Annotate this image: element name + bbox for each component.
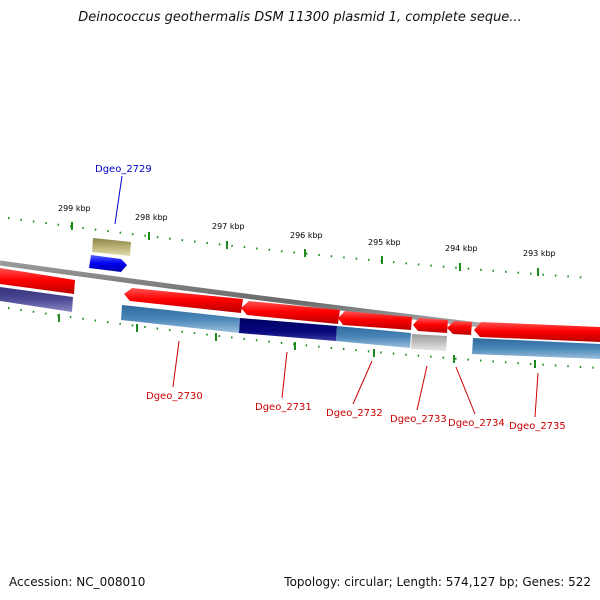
- gene-label[interactable]: Dgeo_2734: [448, 418, 505, 429]
- topology-summary: Topology: circular; Length: 574,127 bp; …: [284, 575, 591, 589]
- scale-major-ticks: [58, 222, 539, 368]
- leader-dgeo-2735: [534, 372, 539, 418]
- cog-left-edge: [0, 287, 73, 312]
- cds-dgeo-2731: [241, 301, 340, 324]
- map-title: Deinococcus geothermalis DSM 11300 plasm…: [78, 10, 522, 25]
- cds-dgeo-2732: [338, 311, 412, 330]
- cog-dgeo-2733: [411, 334, 447, 351]
- cds-dgeo-2735: [474, 322, 600, 342]
- cds-dgeo-2733: [413, 318, 448, 333]
- tick-label-295: 295 kbp: [368, 238, 401, 247]
- gene-label[interactable]: Dgeo_2731: [255, 402, 312, 413]
- gene-labels: Dgeo_2729 Dgeo_2730 Dgeo_2731 Dgeo_2732 …: [95, 164, 566, 432]
- gene-label[interactable]: Dgeo_2735: [509, 421, 566, 432]
- cds-dgeo-2734: [447, 321, 472, 335]
- cog-bar: [92, 238, 131, 256]
- cog-dgeo-2730: [121, 305, 240, 333]
- cog-dgeo-2731: [239, 318, 337, 341]
- cds-arrow: [89, 255, 127, 272]
- tick-label-299: 299 kbp: [58, 204, 91, 213]
- cog-dgeo-2732: [336, 326, 411, 348]
- tick-label-296: 296 kbp: [290, 231, 323, 240]
- gene-label[interactable]: Dgeo_2730: [146, 391, 203, 402]
- gene-label[interactable]: Dgeo_2733: [390, 414, 447, 425]
- leader-dgeo-2732: [352, 360, 373, 405]
- tick-label-294: 294 kbp: [445, 244, 478, 253]
- reverse-strand-cog: [0, 287, 600, 359]
- tick-label-298: 298 kbp: [135, 213, 168, 222]
- label-leaders: [114, 175, 539, 418]
- reverse-strand-cds: [0, 268, 600, 342]
- gene-label[interactable]: Dgeo_2732: [326, 408, 383, 419]
- tick-label-297: 297 kbp: [212, 222, 245, 231]
- gene-label[interactable]: Dgeo_2729: [95, 164, 152, 175]
- leader-dgeo-2731: [281, 351, 288, 399]
- leader-dgeo-2730: [172, 340, 180, 388]
- leader-dgeo-2729: [114, 175, 123, 225]
- leader-dgeo-2734: [455, 366, 476, 415]
- gene-dgeo-2729[interactable]: [89, 238, 131, 272]
- cog-dgeo-2735: [472, 338, 600, 359]
- scale-labels: 299 kbp 298 kbp 297 kbp 296 kbp 295 kbp …: [58, 204, 556, 258]
- tick-label-293: 293 kbp: [523, 249, 556, 258]
- leader-dgeo-2733: [416, 365, 428, 411]
- cds-dgeo-2730: [124, 288, 243, 313]
- cds-left-edge: [0, 268, 75, 294]
- accession-text: Accession: NC_008010: [9, 575, 146, 589]
